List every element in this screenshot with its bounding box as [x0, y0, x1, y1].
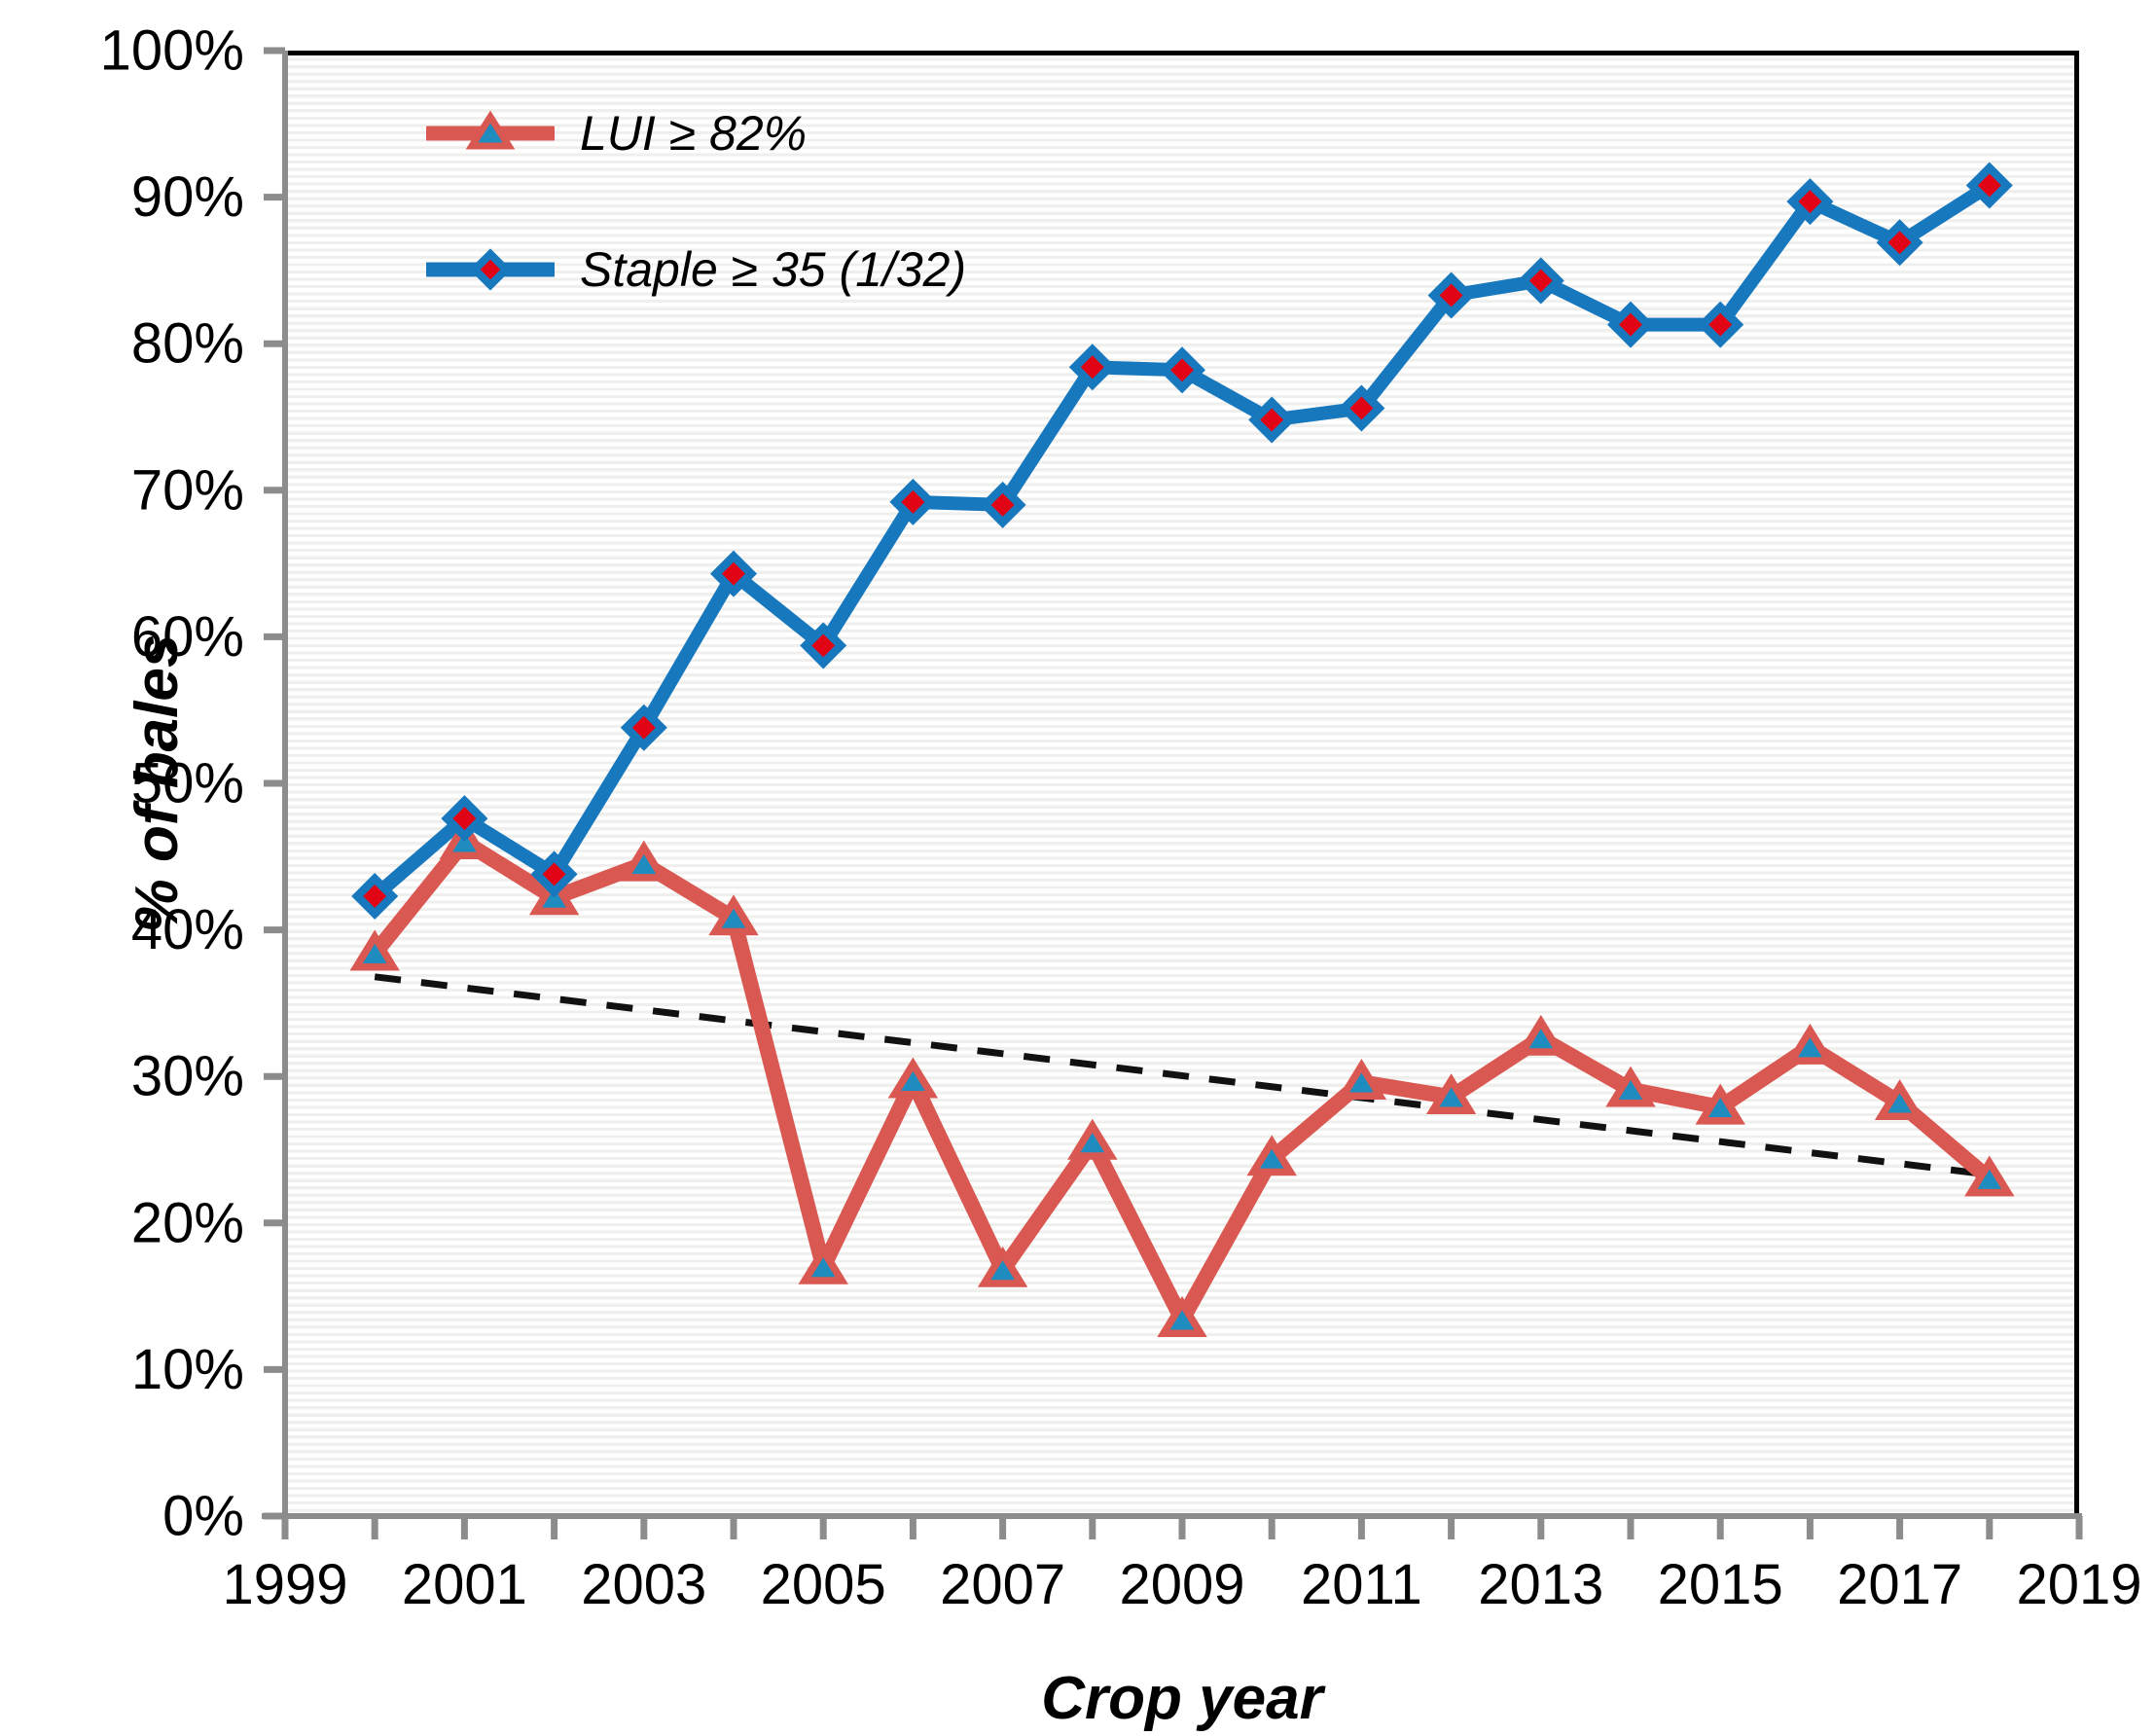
- lui-marker-2012: [1425, 1073, 1477, 1115]
- staple-marker-2011: [1338, 384, 1385, 432]
- y-tick-label-50: 50%: [131, 752, 244, 815]
- legend-label-staple: Staple ≥ 35 (1/32): [580, 242, 967, 297]
- x-tick-label-2005: 2005: [761, 1553, 886, 1616]
- staple-marker-2001: [441, 795, 488, 843]
- y-tick-label-70: 70%: [131, 458, 244, 522]
- y-tick-label-90: 90%: [131, 165, 244, 229]
- y-tick-label-20: 20%: [131, 1191, 244, 1254]
- y-tick-label-80: 80%: [131, 312, 244, 376]
- lui-marker-2005: [798, 1243, 848, 1284]
- plot-frame: [285, 51, 2079, 1516]
- x-tick-label-1999: 1999: [222, 1553, 347, 1616]
- legend: LUI ≥ 82% Staple ≥ 35 (1/32): [426, 102, 966, 301]
- staple-marker-2018: [1965, 162, 2013, 209]
- lui-marker-2016: [1784, 1023, 1836, 1065]
- lui-marker-2003: [619, 840, 669, 882]
- y-axis-title: % of bales: [123, 633, 191, 933]
- staple-marker-2017: [1876, 219, 1923, 267]
- lui-marker-2008: [1067, 1118, 1118, 1160]
- staple-marker-2009: [1158, 346, 1206, 394]
- lui-marker-2009: [1157, 1296, 1207, 1337]
- staple-marker-2007: [979, 481, 1026, 528]
- lui-marker-2006: [887, 1057, 939, 1099]
- x-tick-label-2019: 2019: [2016, 1553, 2141, 1616]
- y-tick-label-60: 60%: [131, 605, 244, 669]
- trendline-dashed: [374, 973, 1991, 1178]
- staple-marker-2014: [1606, 301, 1655, 348]
- x-tick-label-2009: 2009: [1119, 1553, 1244, 1616]
- lui-marker-2010: [1246, 1135, 1297, 1176]
- y-tick-label-0: 0%: [162, 1485, 244, 1548]
- y-tick-label-40: 40%: [131, 898, 244, 961]
- x-tick-label-2013: 2013: [1478, 1553, 1603, 1616]
- lui-marker-2013: [1516, 1014, 1566, 1056]
- lui-marker-2017: [1874, 1079, 1925, 1121]
- diamond-marker-icon: [426, 248, 555, 291]
- legend-item-staple: Staple ≥ 35 (1/32): [426, 238, 966, 301]
- x-tick-label-2001: 2001: [402, 1553, 527, 1616]
- staple-marker-2016: [1786, 178, 1834, 226]
- lui-marker-2004: [708, 894, 759, 936]
- x-axis-title: Crop year: [1041, 1665, 1323, 1732]
- lui-marker-2000: [349, 929, 400, 971]
- lui-marker-2007: [977, 1246, 1028, 1287]
- x-tick-label-2007: 2007: [940, 1553, 1065, 1616]
- triangle-marker-icon: [426, 110, 555, 150]
- staple-marker-2005: [800, 622, 847, 669]
- lui-series-line: [367, 834, 1997, 1328]
- staple-marker-2015: [1697, 301, 1744, 348]
- y-tick-label-30: 30%: [131, 1045, 244, 1108]
- x-tick-label-2003: 2003: [581, 1553, 706, 1616]
- lui-marker-2015: [1695, 1083, 1745, 1125]
- staple-marker-2010: [1248, 396, 1296, 444]
- legend-item-lui: LUI ≥ 82%: [426, 102, 966, 164]
- staple-marker-2012: [1427, 271, 1475, 319]
- x-tick-label-2017: 2017: [1837, 1553, 1962, 1616]
- legend-label-lui: LUI ≥ 82%: [580, 106, 808, 161]
- x-tick-label-2015: 2015: [1658, 1553, 1783, 1616]
- y-tick-label-10: 10%: [131, 1338, 244, 1401]
- staple-marker-2008: [1068, 344, 1116, 391]
- staple-marker-2004: [709, 550, 758, 597]
- plot-area: [285, 51, 2079, 1516]
- staple-marker-2003: [620, 704, 667, 751]
- x-tick-label-2011: 2011: [1301, 1553, 1422, 1616]
- y-tick-label-100: 100%: [100, 19, 244, 83]
- staple-marker-2006: [889, 478, 937, 525]
- lui-marker-2011: [1336, 1059, 1387, 1100]
- lui-marker-2014: [1605, 1066, 1656, 1107]
- staple-marker-2002: [530, 850, 578, 898]
- lui-marker-2018: [1964, 1155, 2015, 1197]
- staple-marker-2013: [1517, 257, 1564, 305]
- staple-marker-2000: [351, 872, 399, 920]
